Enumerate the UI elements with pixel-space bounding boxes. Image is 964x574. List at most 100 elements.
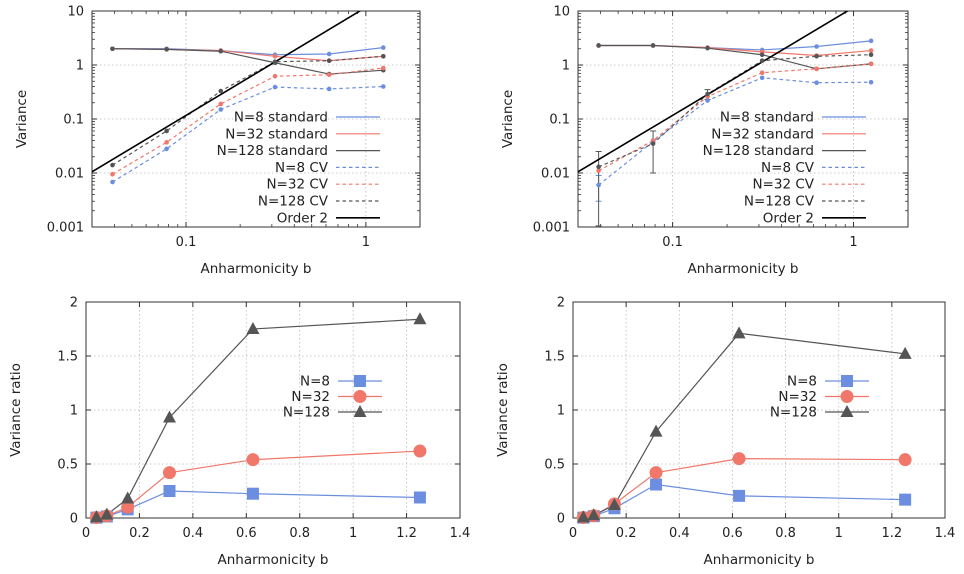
data-point-s2-0	[576, 510, 590, 523]
y-tick-label: 2	[557, 296, 565, 311]
data-point-s5-4	[814, 53, 819, 59]
legend-marker-2	[840, 405, 854, 417]
series-line-1	[112, 48, 384, 62]
chart-panel-2: 0.1 1 0.001 0.01 0.1 1 10 Anharmonicity b Varian…	[500, 5, 909, 277]
data-point-s2-1	[100, 507, 114, 520]
data-point-s2-0	[89, 510, 103, 523]
data-point-s2-3	[759, 52, 765, 58]
data-point-s0-4	[733, 489, 746, 502]
x-axis-label: Anharmonicity b	[218, 552, 329, 568]
data-point-s1-5	[898, 453, 912, 467]
x-tick-label: 0.2	[129, 526, 150, 541]
data-point-s2-4	[246, 322, 260, 334]
x-tick-label: 0.8	[289, 526, 310, 541]
y-tick-label: 1.5	[57, 350, 78, 365]
x-tick-label: 1	[849, 235, 857, 250]
data-point-s1-3	[162, 466, 176, 480]
y-tick-label: 2	[70, 296, 78, 311]
y-tick-label: 0.01	[541, 167, 570, 182]
data-point-s0-3	[650, 478, 663, 491]
y-tick-label: 0.1	[63, 113, 84, 128]
y-axis-label: Variance ratio	[495, 363, 511, 457]
legend-label-5: N=128 CV	[744, 194, 815, 210]
data-point-s1-4	[732, 452, 746, 466]
data-point-s1-3	[649, 466, 663, 480]
legend-label-1: N=32	[778, 389, 817, 405]
y-tick-label: 0.5	[57, 458, 78, 473]
data-point-s5-0	[596, 164, 601, 170]
data-point-s1-5	[413, 444, 427, 458]
legend-label-2: N=128 standard	[217, 143, 328, 159]
x-tick-label: 1.4	[450, 526, 471, 541]
y-axis-label: Variance	[14, 90, 30, 148]
x-tick-label: 1.2	[396, 526, 417, 541]
y-tick-label: 0.5	[544, 458, 565, 473]
data-point-s2-2	[121, 491, 135, 504]
y-tick-label: 1	[562, 59, 570, 74]
chart-panel-1: 0.1 1 0.001 0.01 0.1 1 10 Anharmonicity b Varian…	[14, 5, 421, 277]
data-point-s5-3	[759, 58, 765, 64]
data-point-s5-5	[868, 52, 874, 58]
data-point-s3-0	[110, 179, 115, 185]
legend-label-3: N=8 CV	[275, 160, 329, 176]
legend-label-1: N=32	[291, 389, 330, 405]
legend-label-6: Order 2	[763, 210, 814, 226]
series-line-2	[583, 332, 906, 518]
data-point-s3-2	[705, 98, 710, 103]
legend-label-6: Order 2	[277, 210, 328, 226]
data-point-s2-4	[732, 326, 746, 339]
data-point-s0-5	[380, 45, 386, 50]
legend-marker-0	[841, 375, 853, 387]
data-point-s3-5	[868, 79, 874, 85]
series-line-4	[112, 67, 384, 175]
data-point-s2-2	[218, 48, 224, 54]
data-point-s3-1	[164, 146, 169, 152]
data-point-s4-3	[759, 70, 765, 76]
series-line-6	[92, 11, 362, 173]
data-point-s5-1	[164, 128, 169, 134]
data-point-s0-5	[868, 38, 874, 44]
data-point-s3-5	[380, 84, 386, 89]
x-tick-label: 0	[82, 526, 90, 541]
legend-marker-2	[353, 405, 367, 417]
data-point-s5-2	[705, 91, 710, 97]
data-point-s4-1	[164, 140, 169, 145]
data-point-s2-2	[705, 45, 710, 51]
x-axis-label: Anharmonicity b	[688, 261, 799, 277]
legend-label-0: N=8 standard	[720, 110, 814, 126]
legend-label-0: N=8	[787, 374, 817, 390]
data-point-s3-3	[272, 84, 278, 90]
y-tick-label: 10	[67, 5, 84, 20]
series-line-1	[583, 457, 906, 518]
data-point-s0-5	[899, 493, 912, 506]
data-point-s2-0	[110, 46, 115, 52]
data-point-s3-2	[218, 107, 224, 112]
y-tick-label: 0	[70, 512, 78, 527]
data-point-s2-5	[898, 346, 912, 359]
legend-label-0: N=8 standard	[234, 110, 328, 126]
data-point-s2-1	[650, 43, 656, 48]
x-tick-label: 0.6	[236, 526, 257, 541]
legend-label-5: N=128 CV	[258, 194, 329, 210]
x-tick-label: 0.1	[176, 235, 197, 250]
series-layer	[92, 11, 384, 183]
chart-panel-3: 0 0.2 0.4 0.6 0.8 1 1.2 1.4 0 0.5 1 1.5 2 Anharmonici…	[8, 296, 470, 569]
x-tick-label: 1	[349, 526, 357, 541]
data-point-s0-4	[326, 51, 332, 57]
series-line-2	[112, 48, 384, 75]
data-point-s2-3	[649, 424, 663, 437]
data-point-s5-1	[650, 141, 656, 146]
x-tick-label: 1.4	[935, 526, 956, 541]
series-line-6	[578, 11, 850, 173]
x-tick-label: 0.2	[616, 526, 637, 541]
data-point-s1-3	[272, 53, 278, 59]
series-line-3	[112, 85, 384, 183]
y-axis-label: Variance ratio	[8, 363, 24, 457]
x-tick-label: 0.1	[662, 235, 683, 250]
x-tick-label: 0.8	[775, 526, 796, 541]
data-point-s4-0	[596, 168, 601, 174]
data-point-s2-0	[596, 43, 601, 48]
data-point-s5-2	[218, 88, 224, 94]
y-tick-label: 0.001	[533, 221, 570, 236]
data-point-s4-3	[272, 73, 278, 79]
